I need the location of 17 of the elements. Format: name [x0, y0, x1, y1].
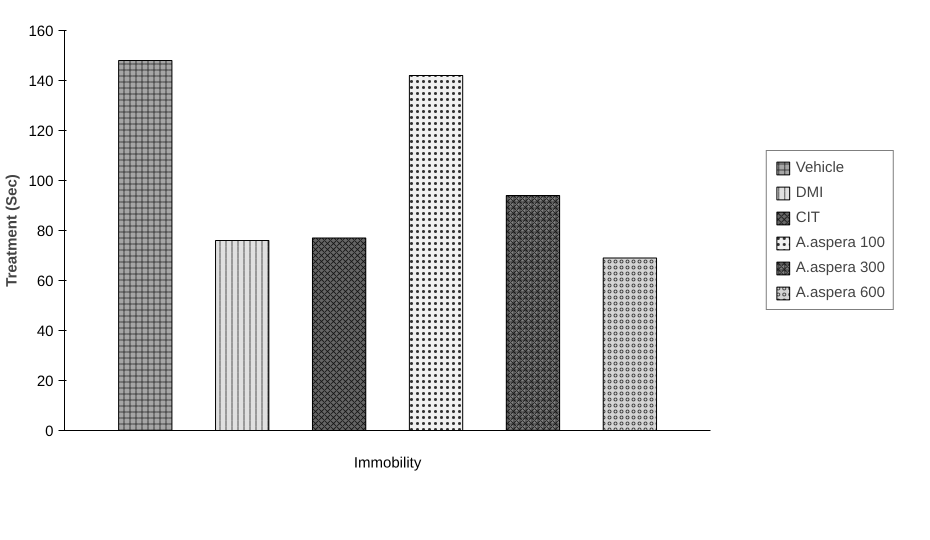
y-tick-label: 20	[36, 373, 54, 390]
y-tick-label: 160	[28, 23, 54, 40]
legend-label: A.aspera 100	[796, 234, 885, 251]
y-axis-title: Treatment (Sec)	[3, 174, 20, 287]
y-tick-label: 80	[36, 223, 54, 240]
y-tick-label: 100	[28, 173, 54, 190]
legend-label: Vehicle	[796, 159, 844, 176]
y-tick-label: 60	[36, 273, 54, 290]
legend-label: CIT	[796, 209, 820, 226]
y-tick-label: 120	[28, 123, 54, 140]
y-tick-label: 140	[28, 73, 54, 90]
legend-label: A.aspera 300	[796, 259, 885, 276]
y-tick-label: 0	[45, 423, 54, 440]
y-tick-label: 40	[36, 323, 54, 340]
legend-label: A.aspera 600	[796, 284, 885, 301]
legend-label: DMI	[796, 184, 824, 201]
x-tick-label: Immobility	[354, 454, 422, 472]
